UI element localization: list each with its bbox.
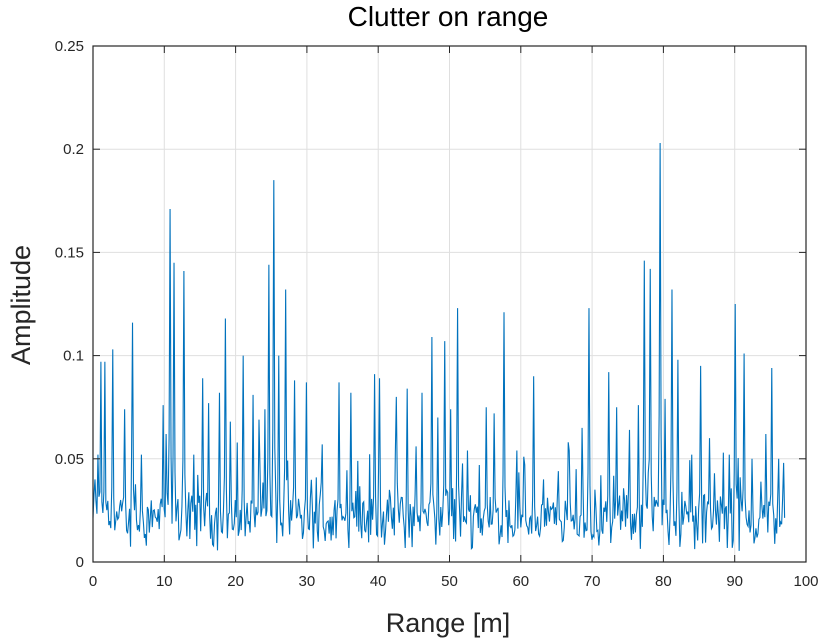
y-tick-label: 0.25	[55, 38, 84, 55]
y-tick-label: 0	[76, 554, 84, 571]
x-tick-label: 50	[441, 573, 458, 590]
x-tick-label: 90	[726, 573, 743, 590]
chart-title: Clutter on range	[348, 1, 549, 32]
y-tick-labels: 0 0.05 0.1 0.15 0.2 0.25	[55, 38, 84, 571]
x-tick-label: 0	[89, 573, 97, 590]
x-tick-label: 20	[227, 573, 244, 590]
x-tick-label: 100	[793, 573, 818, 590]
x-tick-label: 30	[299, 573, 316, 590]
x-axis-label: Range [m]	[386, 608, 511, 638]
x-tick-label: 80	[655, 573, 672, 590]
y-tick-label: 0.2	[63, 141, 84, 158]
x-tick-label: 10	[156, 573, 173, 590]
x-tick-labels: 0 10 20 30 40 50 60 70 80 90 100	[89, 573, 819, 590]
clutter-series-line	[92, 143, 786, 551]
axes-frame	[92, 45, 807, 563]
y-tick-label: 0.15	[55, 244, 84, 261]
x-tick-label: 70	[584, 573, 601, 590]
y-tick-label: 0.05	[55, 451, 84, 468]
x-tick-label: 60	[512, 573, 529, 590]
x-tick-label: 40	[370, 573, 387, 590]
y-tick-label: 0.1	[63, 348, 84, 365]
series-layer	[92, 143, 786, 551]
y-axis-label: Amplitude	[6, 245, 36, 365]
